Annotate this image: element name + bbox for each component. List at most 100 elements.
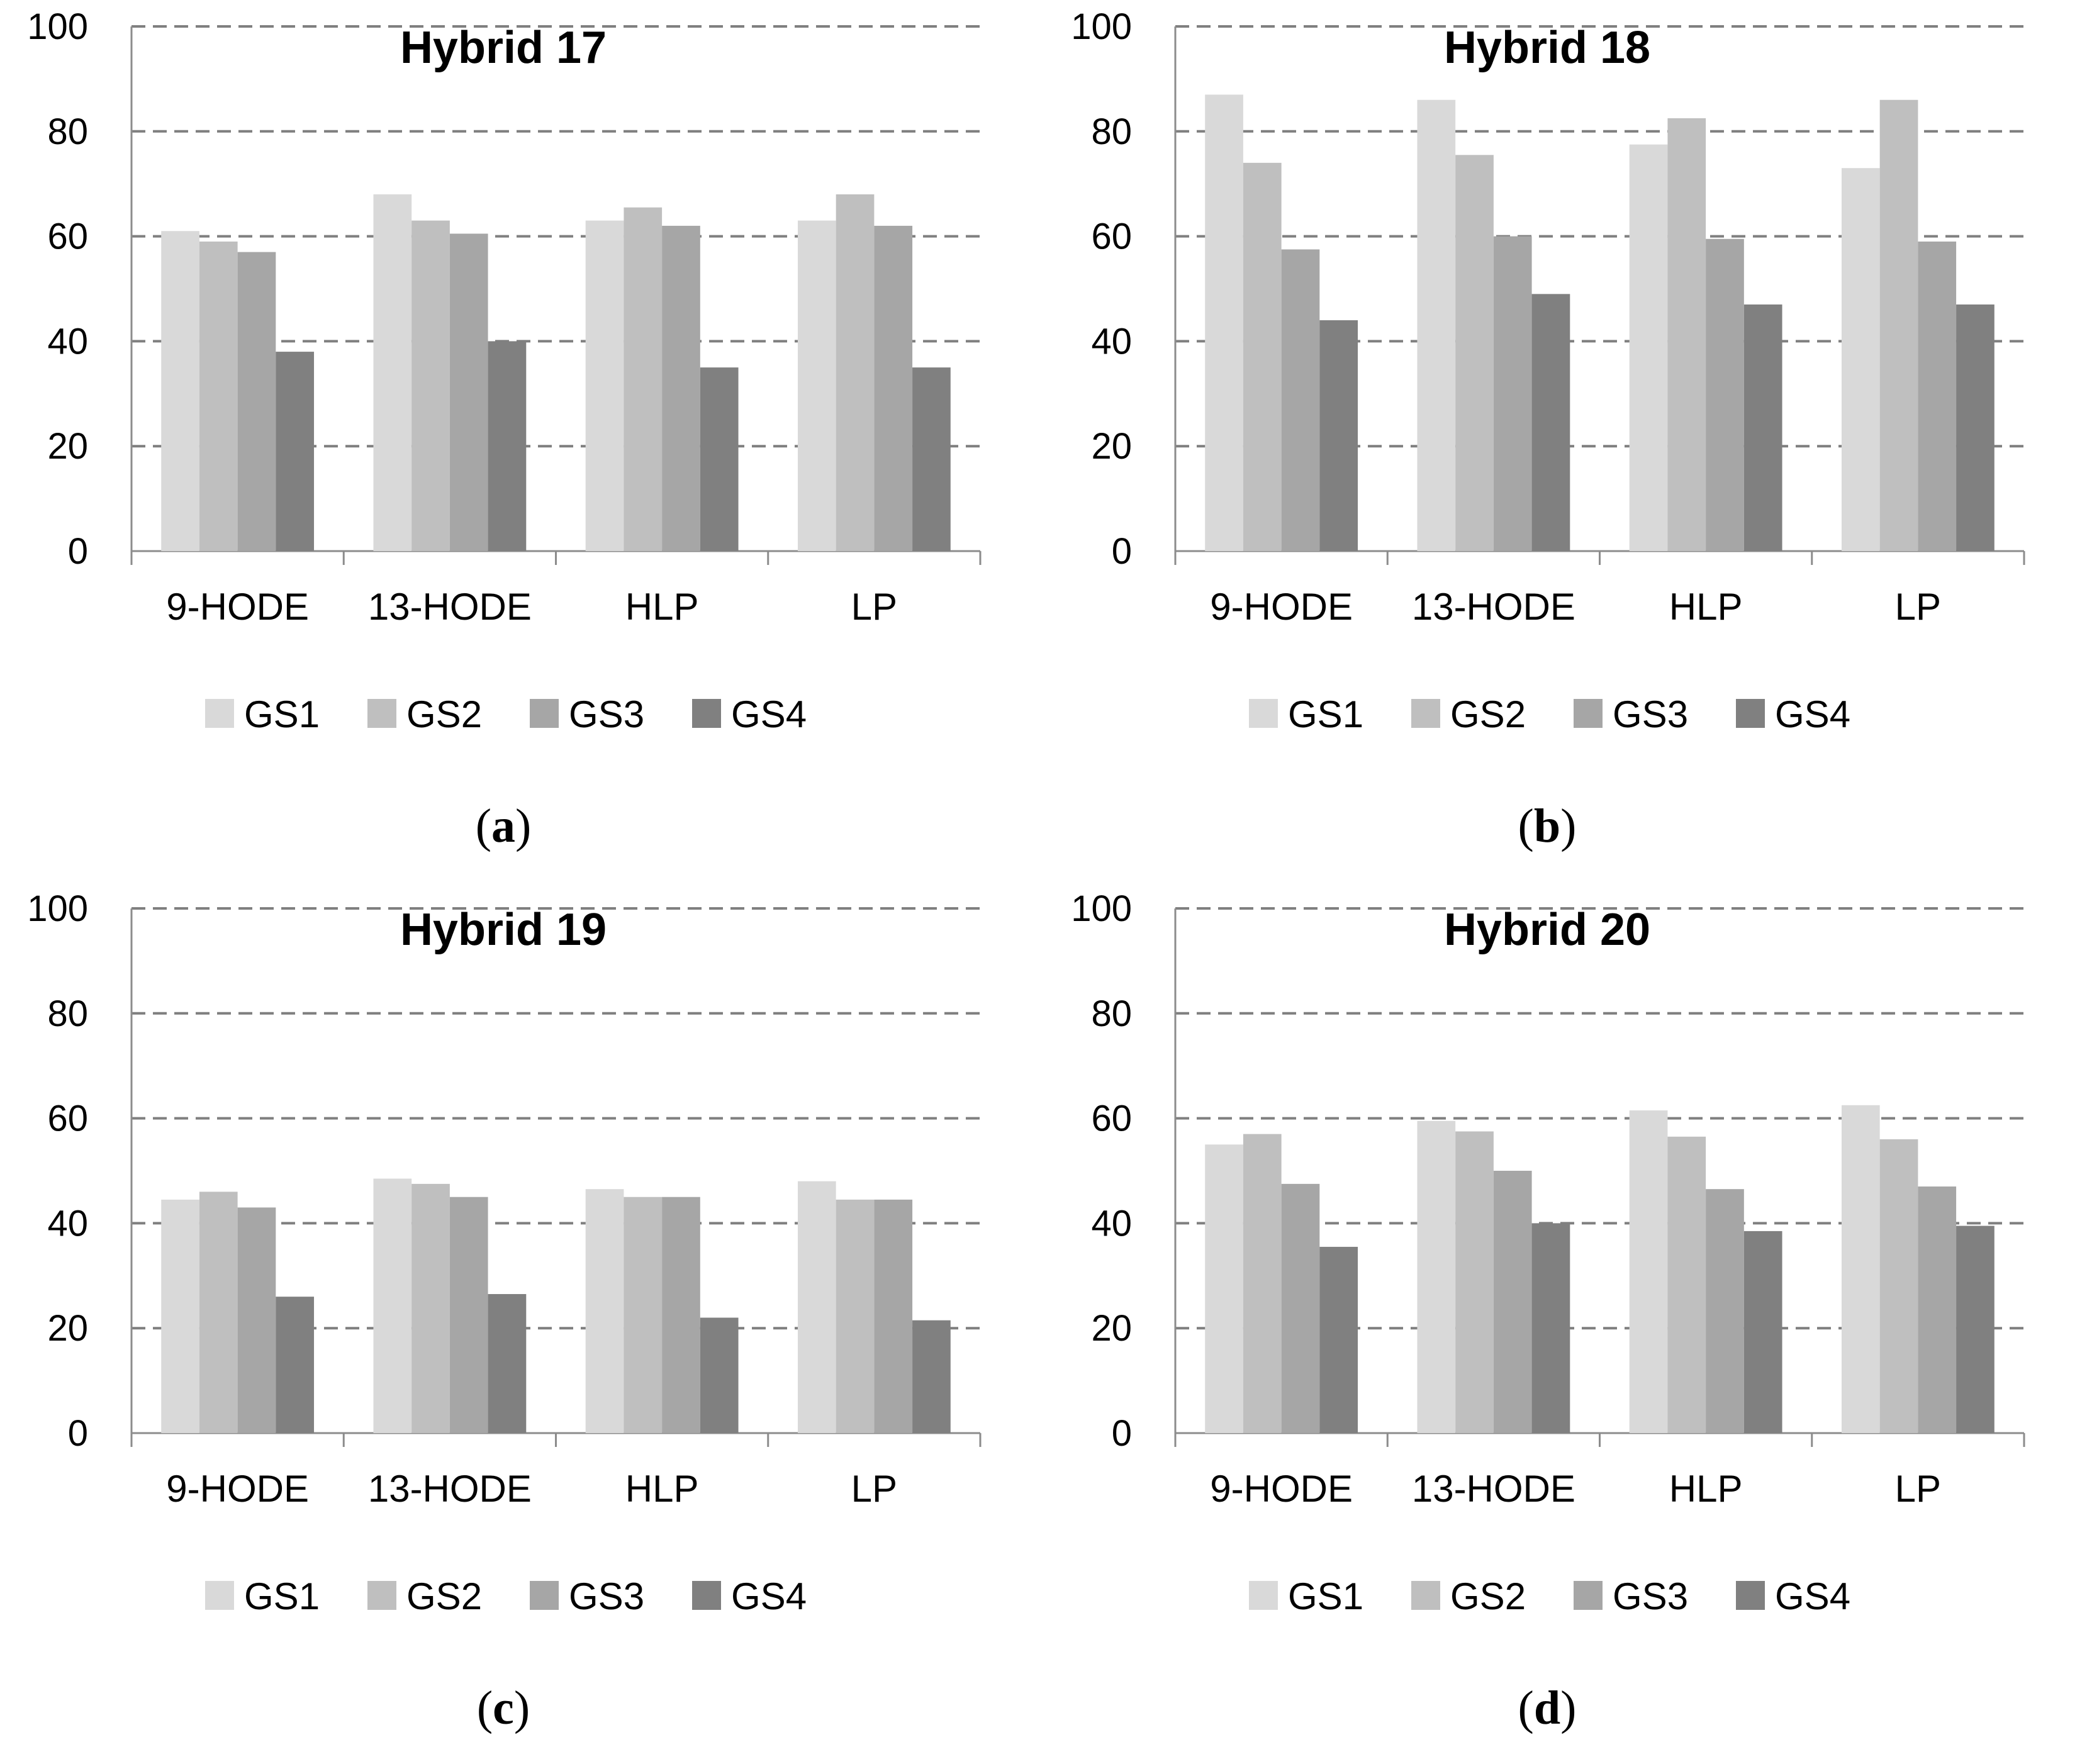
y-tick-label: 80 [47,993,88,1034]
x-category-label-13-hode: 13-HODE [368,1468,532,1510]
bar-gs4-9-hode [276,352,315,551]
legend-swatch-gs4 [692,699,721,728]
bar-chart-hybrid-18: 0 20 40 60 80 100 9-HODE 13-HODE HLP LP Hybrid 18 G… [1071,6,2025,852]
bar-gs2-9-hode [1243,162,1282,552]
legend-swatch-gs3 [1574,699,1603,728]
legend-swatch-gs1 [1249,1581,1278,1610]
x-category-label-13-hode: 13-HODE [368,586,532,628]
bar-gs4-13-hode [1531,1223,1570,1433]
chart-title: Hybrid 18 [1444,23,1650,73]
bar-gs3-9-hode [237,1207,276,1433]
bar-gs3-lp [874,1199,913,1433]
bar-gs1-9-hode [161,231,199,551]
legend-label-gs3: GS3 [1613,693,1688,735]
legend-swatch-gs3 [530,1581,559,1610]
bar-gs2-lp [836,194,875,551]
legend-label-gs2: GS2 [1450,693,1526,735]
x-category-label-9-hode: 9-HODE [166,1468,309,1510]
bar-gs4-lp [1956,304,1995,551]
x-category-label-9-hode: 9-HODE [1210,1468,1353,1510]
bar-gs1-lp [797,220,836,552]
legend-label-gs1: GS1 [244,693,320,735]
panel-caption: (d) [1518,1682,1577,1734]
bar-chart-hybrid-17: 0 20 40 60 80 100 9-HODE 13-HODE HLP LP Hybrid 17 G… [27,6,982,852]
legend-swatch-gs2 [1411,699,1440,728]
legend-label-gs4: GS4 [1775,693,1850,735]
y-tick-label: 80 [47,111,88,152]
bar-gs4-lp [1956,1225,1995,1433]
y-tick-label: 0 [1112,531,1132,572]
bar-gs2-13-hode [1455,1131,1494,1433]
legend-label-gs3: GS3 [569,1575,644,1617]
x-category-label-hlp: HLP [625,586,699,628]
x-category-label-9-hode: 9-HODE [1210,586,1353,628]
bar-gs3-13-hode [449,1197,488,1433]
y-tick-label: 0 [68,531,88,572]
chart-panel-hybrid-17: 0 20 40 60 80 100 9-HODE 13-HODE HLP LP Hybrid 17 G… [0,0,1043,882]
y-tick-label: 100 [1071,888,1132,929]
x-category-label-hlp: HLP [625,1468,699,1510]
bar-gs4-hlp [1743,1231,1782,1433]
bar-gs3-hlp [1706,238,1744,551]
bar-gs1-13-hode [1417,99,1456,551]
bar-gs2-lp [1879,1139,1918,1433]
y-tick-label: 40 [47,321,88,362]
x-category-label-lp: LP [1895,586,1941,628]
legend-swatch-gs4 [1736,1581,1765,1610]
y-tick-label: 40 [1091,1203,1132,1244]
bar-gs3-hlp [662,1197,700,1433]
bar-gs4-13-hode [488,1293,527,1433]
chart-panel-hybrid-19: 0 20 40 60 80 100 9-HODE 13-HODE HLP LP Hybrid 19 G… [0,882,1043,1764]
legend-label-gs2: GS2 [406,1575,482,1617]
x-category-label-9-hode: 9-HODE [166,586,309,628]
bar-gs2-hlp [1667,118,1706,551]
legend-label-gs4: GS4 [1775,1575,1850,1617]
y-tick-label: 0 [68,1413,88,1454]
y-tick-label: 60 [1091,216,1132,257]
y-tick-label: 40 [1091,321,1132,362]
legend-label-gs1: GS1 [1288,693,1363,735]
bar-gs1-hlp [1629,1110,1668,1433]
bar-gs2-lp [836,1199,875,1433]
bar-gs2-9-hode [1243,1134,1282,1433]
legend-label-gs1: GS1 [244,1575,320,1617]
y-tick-label: 100 [1071,6,1132,47]
legend-label-gs2: GS2 [406,693,482,735]
legend-swatch-gs4 [692,1581,721,1610]
bar-gs4-13-hode [1531,294,1570,551]
legend-swatch-gs2 [367,699,396,728]
y-tick-label: 80 [1091,111,1132,152]
y-tick-label: 80 [1091,993,1132,1034]
bar-gs3-hlp [1706,1189,1744,1433]
y-tick-label: 20 [47,1308,88,1349]
y-tick-label: 60 [47,216,88,257]
bar-gs1-13-hode [1417,1120,1456,1433]
bar-gs2-hlp [624,207,663,552]
chart-panel-hybrid-18: 0 20 40 60 80 100 9-HODE 13-HODE HLP LP Hybrid 18 G… [1044,0,2087,882]
legend-label-gs4: GS4 [731,693,807,735]
y-tick-label: 20 [1091,426,1132,467]
bar-gs1-hlp [585,1189,624,1433]
legend-swatch-gs1 [205,699,234,728]
panel-caption: (a) [476,800,532,852]
bar-gs2-13-hode [411,1183,450,1433]
bar-gs2-9-hode [199,1192,238,1433]
x-category-label-13-hode: 13-HODE [1412,586,1575,628]
chart-title: Hybrid 17 [400,23,607,73]
x-category-label-hlp: HLP [1669,586,1743,628]
y-tick-label: 0 [1112,1413,1132,1454]
x-category-label-13-hode: 13-HODE [1412,1468,1575,1510]
bar-gs3-9-hode [1281,1183,1320,1433]
bar-gs1-13-hode [373,1178,412,1433]
bar-gs3-13-hode [1493,236,1532,551]
bar-gs1-lp [1841,168,1880,551]
legend-label-gs3: GS3 [569,693,644,735]
legend-swatch-gs1 [1249,699,1278,728]
bar-gs3-lp [874,225,913,551]
bar-gs3-hlp [662,225,700,551]
bar-gs4-lp [912,367,951,551]
panel-caption: (b) [1518,800,1577,852]
y-tick-label: 20 [1091,1308,1132,1349]
bar-gs4-13-hode [488,341,527,551]
